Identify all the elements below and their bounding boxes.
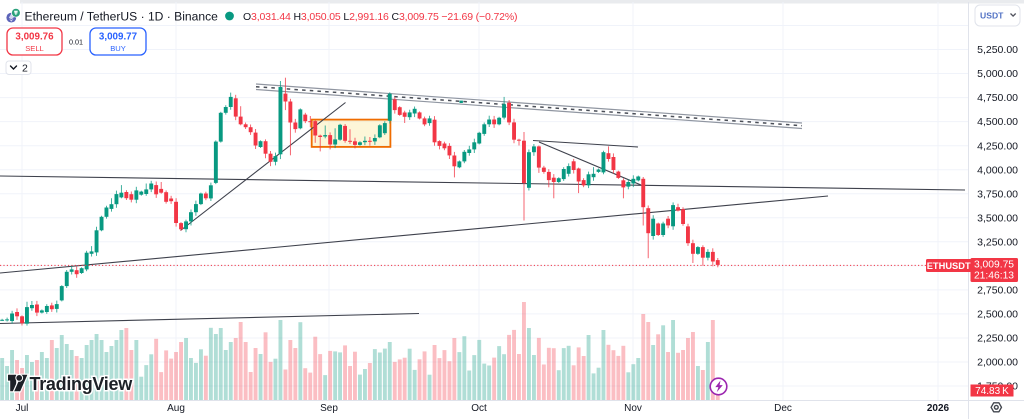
svg-text:4,250.00: 4,250.00 <box>977 140 1018 152</box>
svg-text:Nov: Nov <box>624 403 642 414</box>
svg-text:2026: 2026 <box>927 403 950 414</box>
svg-text:TradingView: TradingView <box>30 374 134 394</box>
svg-text:0.01: 0.01 <box>69 38 83 47</box>
svg-text:Dec: Dec <box>774 403 792 414</box>
svg-text:3,250.00: 3,250.00 <box>977 236 1018 248</box>
svg-text:74.83 K: 74.83 K <box>975 386 1009 397</box>
svg-text:4,500.00: 4,500.00 <box>977 116 1018 128</box>
svg-text:O3,031.44 H3,050.05 L2,991.16: O3,031.44 H3,050.05 L2,991.16 C3,009.75 … <box>243 11 517 23</box>
svg-text:Jul: Jul <box>16 403 29 414</box>
svg-text:3,009.76: 3,009.76 <box>15 32 54 43</box>
svg-text:2,250.00: 2,250.00 <box>977 333 1018 345</box>
svg-text:4,750.00: 4,750.00 <box>977 92 1018 104</box>
svg-text:3,750.00: 3,750.00 <box>977 188 1018 200</box>
svg-text:5,250.00: 5,250.00 <box>977 44 1018 56</box>
svg-text:Aug: Aug <box>167 403 185 414</box>
svg-text:Oct: Oct <box>471 403 487 414</box>
svg-text:3,009.75: 3,009.75 <box>974 260 1014 271</box>
svg-text:4,000.00: 4,000.00 <box>977 164 1018 176</box>
svg-text:ETHUSDT: ETHUSDT <box>927 261 971 271</box>
svg-text:2,000.00: 2,000.00 <box>977 357 1018 369</box>
svg-text:Ethereum / TetherUS · 1D · Bin: Ethereum / TetherUS · 1D · Binance <box>25 10 219 24</box>
svg-text:2: 2 <box>22 63 28 75</box>
svg-text:21:46:13: 21:46:13 <box>974 271 1014 282</box>
svg-text:SELL: SELL <box>25 44 44 53</box>
svg-text:2,750.00: 2,750.00 <box>977 285 1018 297</box>
svg-text:BUY: BUY <box>110 44 126 53</box>
svg-text:2,500.00: 2,500.00 <box>977 309 1018 321</box>
svg-text:5,000.00: 5,000.00 <box>977 68 1018 80</box>
svg-text:Sep: Sep <box>320 403 338 414</box>
svg-text:3,500.00: 3,500.00 <box>977 212 1018 224</box>
svg-text:USDT: USDT <box>980 11 1004 21</box>
svg-text:3,009.77: 3,009.77 <box>99 32 138 43</box>
